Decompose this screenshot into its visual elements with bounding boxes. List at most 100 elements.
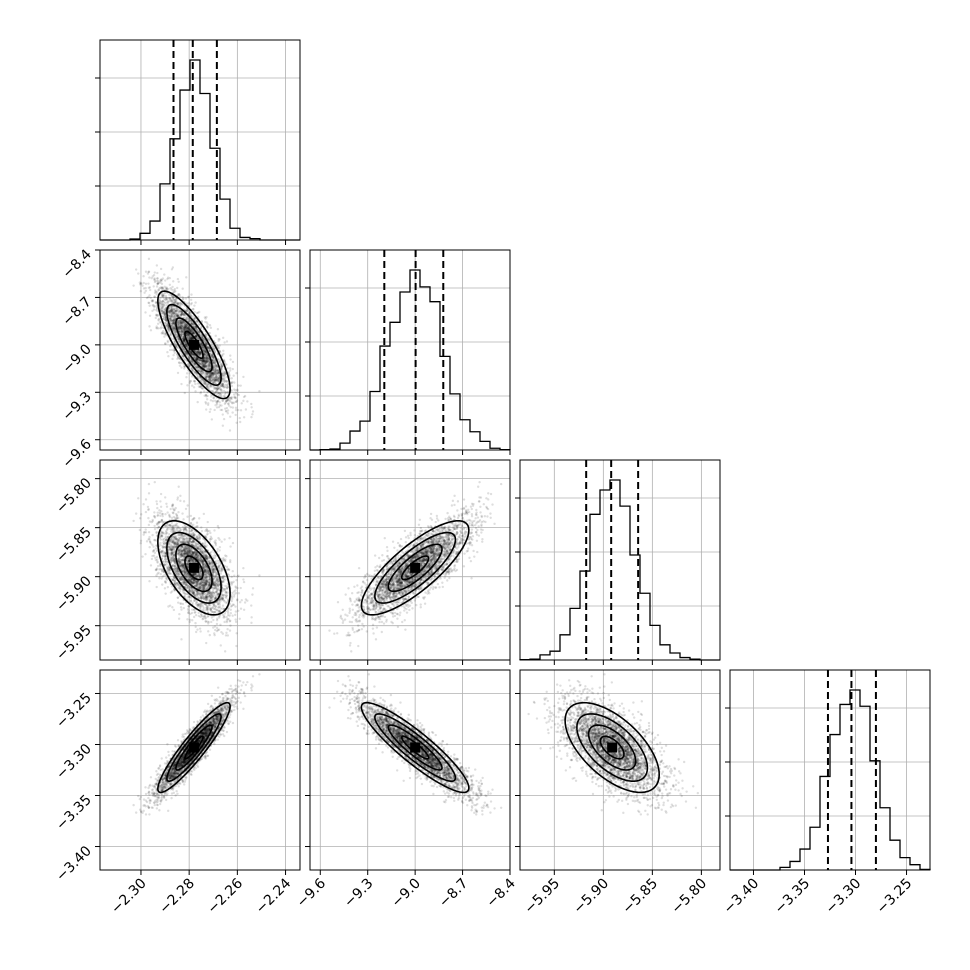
sample-point: [208, 367, 211, 370]
sample-point: [155, 313, 158, 316]
sample-point: [186, 344, 189, 347]
sample-point: [222, 377, 225, 380]
sample-point: [176, 321, 180, 324]
sample-point: [170, 306, 174, 309]
sample-point: [194, 382, 197, 386]
sample-point: [233, 395, 237, 399]
sample-point: [211, 377, 215, 381]
sample-point: [185, 324, 189, 328]
sample-point: [202, 365, 206, 368]
sample-point: [178, 321, 181, 325]
sample-point: [229, 367, 232, 370]
sample-point: [179, 326, 182, 329]
sample-point: [185, 345, 189, 348]
sample-point: [207, 382, 210, 386]
sample-point: [159, 278, 163, 281]
sample-point: [138, 283, 142, 286]
sample-point: [203, 363, 207, 367]
sample-point: [220, 540, 223, 543]
sample-point: [185, 302, 188, 305]
sample-point: [242, 375, 245, 379]
sample-point: [202, 371, 205, 375]
sample-point: [215, 403, 219, 406]
sample-point: [163, 314, 167, 317]
sample-point: [225, 410, 228, 413]
sample-point: [184, 322, 188, 326]
sample-point: [214, 334, 217, 338]
sample-point: [178, 323, 181, 327]
sample-point: [218, 344, 221, 347]
sample-point: [215, 401, 219, 404]
sample-point: [170, 299, 174, 302]
sample-point: [206, 323, 209, 326]
sample-point: [195, 320, 198, 323]
sample-point: [174, 309, 178, 313]
sample-point: [187, 365, 191, 368]
sample-point: [204, 402, 208, 405]
sample-point: [243, 394, 247, 398]
sample-point: [187, 295, 190, 299]
sample-point: [210, 372, 213, 376]
sample-point: [181, 328, 184, 332]
sample-point: [168, 296, 171, 300]
sample-point: [197, 370, 201, 373]
sample-point: [188, 372, 192, 375]
y-tick-label: −9.0: [59, 341, 94, 376]
sample-point: [174, 334, 178, 337]
sample-point: [223, 373, 226, 377]
sample-point: [203, 364, 206, 367]
sample-point: [207, 365, 211, 369]
sample-point: [211, 353, 214, 356]
sample-point: [211, 378, 215, 382]
sample-point: [179, 326, 182, 329]
sample-point: [146, 505, 150, 509]
sample-point: [188, 356, 192, 359]
y-tick-label: −8.7: [59, 294, 94, 329]
sample-point: [223, 371, 226, 375]
sample-point: [185, 332, 188, 335]
sample-point: [222, 395, 225, 398]
sample-point: [197, 362, 201, 365]
sample-point: [159, 279, 162, 282]
sample-point: [151, 304, 154, 307]
sample-point: [150, 557, 154, 561]
sample-point: [153, 271, 156, 274]
sample-point: [197, 350, 200, 354]
sample-point: [206, 357, 209, 360]
sample-point: [158, 302, 161, 305]
sample-point: [203, 373, 207, 376]
sample-point: [182, 297, 185, 300]
sample-point: [167, 287, 170, 291]
sample-point: [190, 328, 193, 332]
sample-point: [238, 416, 241, 420]
sample-point: [198, 362, 202, 366]
sample-point: [164, 321, 167, 325]
sample-point: [170, 313, 173, 317]
sample-point: [222, 370, 225, 373]
sample-point: [196, 350, 200, 353]
sample-point: [228, 374, 231, 377]
sample-point: [191, 331, 194, 334]
x-ticks: [140, 450, 287, 455]
sample-point: [142, 275, 145, 278]
sample-point: [229, 400, 232, 403]
sample-point: [217, 346, 221, 350]
sample-point: [172, 322, 175, 325]
sample-point: [201, 337, 205, 340]
sample-point: [222, 372, 226, 376]
sample-point: [172, 298, 176, 302]
sample-point: [186, 504, 189, 507]
sample-point: [213, 387, 216, 391]
sample-point: [155, 290, 159, 294]
sample-point: [242, 580, 246, 584]
sample-point: [181, 346, 184, 349]
sample-point: [211, 355, 214, 359]
sample-point: [177, 312, 181, 315]
sample-point: [163, 313, 167, 317]
sample-point: [220, 384, 223, 387]
sample-point: [180, 324, 183, 327]
sample-point: [182, 322, 185, 326]
sample-point: [173, 328, 176, 331]
sample-point: [223, 379, 227, 382]
sample-point: [144, 286, 147, 290]
